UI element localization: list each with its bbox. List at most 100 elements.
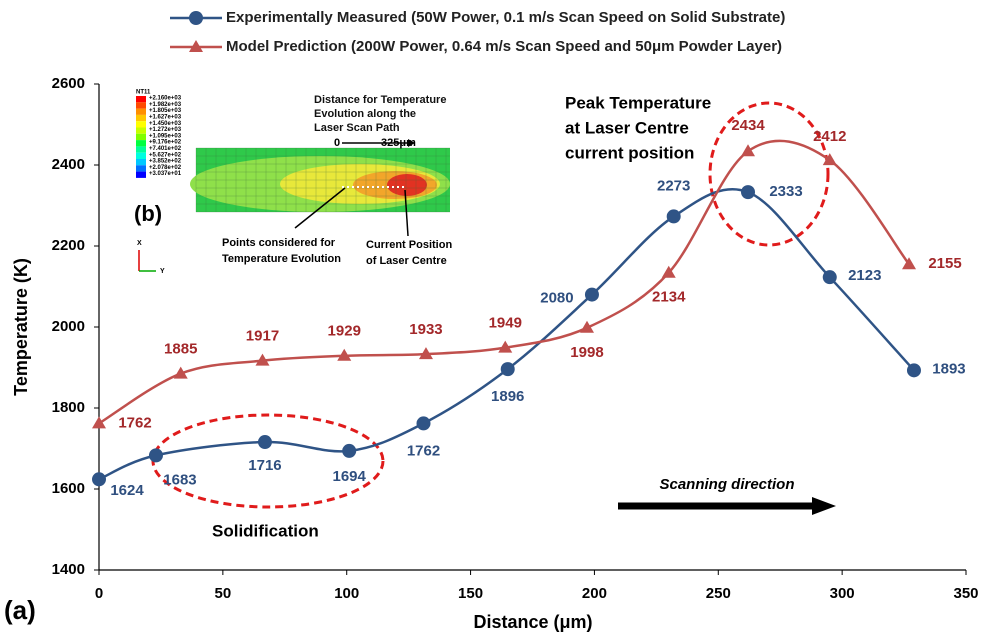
- data-label: 1694: [333, 468, 367, 485]
- colorbar-swatch: [136, 102, 146, 109]
- colorbar-label: +3.852e+02: [149, 159, 182, 165]
- inset-mesh: [195, 147, 450, 213]
- data-point: [92, 472, 106, 487]
- inset-layout: NT11+2.160e+03+1.982e+03+1.805e+03+1.627…: [136, 90, 450, 272]
- inset-note: 0: [334, 137, 340, 149]
- x-tick-label: 150: [458, 585, 483, 602]
- x-tick-label: 350: [953, 585, 978, 602]
- leader: [294, 187, 346, 229]
- colorbar-swatch: [136, 152, 146, 159]
- data-label: 1929: [328, 323, 361, 340]
- inset-note: Evolution along the: [314, 108, 416, 120]
- data-point: [584, 287, 599, 302]
- x-tick-label: 100: [334, 585, 359, 602]
- series-line: [98, 187, 915, 481]
- data-point: [92, 416, 106, 429]
- colorbar-swatch: [136, 108, 146, 115]
- inset-note: Temperature Evolution: [222, 253, 341, 265]
- data-point: [741, 185, 756, 200]
- x-tick-label: 0: [95, 585, 103, 602]
- colorbar-label: +1.095e+03: [149, 133, 182, 139]
- y-tick-label: 2200: [52, 237, 85, 254]
- colorbar-label: +9.176e+02: [149, 140, 182, 146]
- data-label: 1683: [163, 471, 196, 488]
- inset-note: Distance for Temperature: [314, 94, 446, 106]
- data-label: 2123: [848, 267, 881, 284]
- y-tick-label: 2600: [52, 75, 85, 92]
- axis-icon-label: X: [137, 240, 142, 247]
- inset-note: Laser Scan Path: [314, 122, 400, 134]
- data-label: 1949: [489, 315, 522, 332]
- data-point: [173, 366, 188, 379]
- x-tick-label: 250: [706, 585, 731, 602]
- data-point: [906, 363, 921, 378]
- y-tick-label: 1800: [52, 399, 85, 416]
- data-label: 2333: [769, 183, 802, 200]
- data-label: 1933: [409, 321, 442, 338]
- data-point: [257, 435, 272, 450]
- legend-marker: [189, 40, 203, 52]
- colorbar-swatch: [136, 127, 146, 134]
- colorbar-swatch: [136, 121, 146, 128]
- data-point: [822, 153, 837, 166]
- annotation: current position: [565, 143, 694, 162]
- colorbar-label: +3.037e+01: [149, 171, 182, 177]
- data-point: [666, 209, 681, 224]
- data-label: 1885: [164, 341, 197, 358]
- colorbar-title: NT11: [136, 90, 151, 96]
- annotation: Peak Temperature: [565, 93, 711, 112]
- y-tick-label: 2000: [52, 318, 85, 335]
- data-point: [337, 348, 352, 361]
- data-point: [661, 265, 676, 278]
- colorbar-label: +1.982e+03: [149, 102, 182, 108]
- data-label: 1624: [110, 482, 144, 499]
- direction-arrow-head: [812, 497, 836, 515]
- x-tick-label: 300: [830, 585, 855, 602]
- data-point: [579, 320, 594, 333]
- inset-arrow-head: [408, 139, 415, 147]
- annotation: Scanning direction: [659, 476, 794, 493]
- x-axis-label: Distance (μm): [473, 612, 592, 632]
- data-label: 1896: [491, 388, 524, 405]
- inset-hotspot: [387, 174, 427, 196]
- data-label: 2412: [813, 128, 846, 145]
- inset-note: 325μm: [381, 137, 416, 149]
- colorbar-label: +7.401e+02: [149, 146, 182, 152]
- y-tick-label: 1600: [52, 480, 85, 497]
- data-point: [418, 347, 433, 360]
- legend-label: Experimentally Measured (50W Power, 0.1 …: [226, 9, 785, 26]
- data-point: [342, 443, 357, 458]
- inset-note: Current Position: [366, 239, 452, 251]
- data-label: 1762: [407, 442, 440, 459]
- data-label: 2155: [928, 255, 961, 272]
- inset-note: of Laser Centre: [366, 255, 447, 267]
- colorbar-swatch: [136, 159, 146, 166]
- data-label: 2080: [540, 290, 573, 307]
- colorbar-swatch: [136, 165, 146, 172]
- colorbar: NT11+2.160e+03+1.982e+03+1.805e+03+1.627…: [136, 90, 182, 178]
- colorbar-swatch: [136, 96, 146, 103]
- data-label: 2134: [652, 289, 686, 306]
- data-point: [255, 353, 270, 366]
- series-line: [98, 139, 911, 425]
- colorbar-swatch: [136, 146, 146, 153]
- data-label: 1762: [118, 414, 151, 431]
- data-label: 1716: [248, 457, 281, 474]
- colorbar-label: +1.805e+03: [149, 108, 182, 114]
- y-tick-label: 2400: [52, 156, 85, 173]
- panel-label: (a): [4, 595, 36, 625]
- legend-label: Model Prediction (200W Power, 0.64 m/s S…: [226, 38, 782, 55]
- y-axis-label: Temperature (K): [11, 258, 31, 396]
- data-label: 2273: [657, 177, 690, 194]
- y-tick-label: 1400: [52, 561, 85, 578]
- data-point: [498, 340, 513, 353]
- data-point: [902, 257, 917, 270]
- colorbar-swatch: [136, 140, 146, 147]
- data-point: [416, 416, 431, 431]
- colorbar-label: +1.627e+03: [149, 114, 182, 120]
- data-label: 1893: [932, 360, 965, 377]
- legend-marker: [189, 11, 203, 25]
- colorbar-swatch: [136, 133, 146, 141]
- colorbar-label: +5.627e+02: [149, 152, 182, 158]
